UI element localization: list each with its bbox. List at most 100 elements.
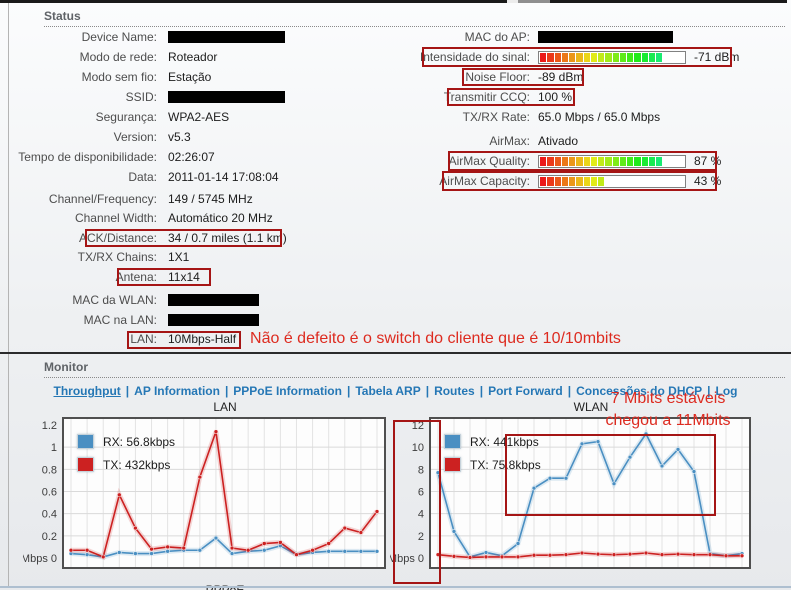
svg-text:2: 2 [418, 531, 424, 543]
window-top-strip-gray [518, 0, 550, 3]
tab-separator: | [707, 384, 711, 398]
field-label: Channel Width: [74, 211, 157, 226]
svg-text:1.2: 1.2 [42, 420, 57, 432]
field-value: WPA2-AES [168, 110, 230, 124]
tab-pppoe-information[interactable]: PPPoE Information [233, 384, 342, 398]
field-value: 34 / 0.7 miles (1.1 km) [168, 230, 287, 245]
redacted-value [168, 294, 259, 307]
field-label: Intensidade do sinal: [419, 50, 530, 64]
field-label: LAN: [130, 332, 157, 347]
legend-item-tx: TX: 432kbps [77, 453, 175, 476]
tab-separator: | [479, 384, 484, 398]
field-value: 11x14 [168, 269, 200, 284]
tab-dhcp-leases[interactable]: Concessões do DHCP [576, 384, 703, 398]
monitor-section-title: Monitor [44, 354, 785, 378]
lan-chart-plot: 1.2 1 0.8 0.6 0.4 0.2 Mbps 0 [21, 417, 386, 569]
rx-legend-swatch [77, 434, 94, 449]
field-value: 2011-01-14 17:08:04 [168, 170, 279, 184]
lan-chart-title: LAN [213, 400, 237, 414]
field-label: Antena: [115, 269, 157, 284]
row-mac-ap: MAC do AP: [340, 27, 791, 47]
field-value: -71 dBm [694, 50, 740, 64]
status-left-block3: MAC da WLAN: MAC na LAN: LAN: 10Mbps-Hal… [10, 291, 791, 350]
rx-legend-label: RX: 441kbps [470, 434, 539, 449]
field-label: Device Name: [81, 30, 157, 44]
svg-text:12: 12 [412, 420, 424, 432]
row-channel-frequency: Channel/Frequency: 149 / 5745 MHz [10, 189, 791, 209]
tx-legend-label: TX: 432kbps [103, 457, 171, 472]
row-ssid: SSID: [10, 87, 791, 107]
svg-text:0.6: 0.6 [42, 487, 57, 499]
field-label: Channel/Frequency: [48, 191, 157, 206]
field-label: AirMax Capacity: [439, 174, 530, 188]
status-left-block1: Device Name: Modo de rede: Roteador Modo… [10, 27, 791, 187]
tab-separator: | [224, 384, 229, 398]
status-left-block2: Channel/Frequency: 149 / 5745 MHz Channe… [10, 189, 791, 287]
row-wireless-mode: Modo sem fio: Estação [10, 67, 791, 87]
lan-note-text: Não é defeito é o switch do cliente que … [250, 330, 621, 348]
field-value: Estação [168, 70, 212, 84]
bottom-divider [0, 586, 791, 588]
field-label: ACK/Distance: [78, 230, 157, 245]
status-content: Device Name: Modo de rede: Roteador Modo… [10, 27, 791, 349]
tab-ap-information[interactable]: AP Information [134, 384, 220, 398]
tab-arp-table[interactable]: Tabela ARP [355, 384, 421, 398]
field-value: 43 % [694, 174, 722, 188]
row-mac-wlan: MAC da WLAN: [10, 291, 791, 311]
airmax-quality-meter [538, 154, 686, 168]
wlan-note-text: 7 Mbits estáveis chegou a 11Mbits [568, 388, 768, 432]
svg-text:Mbps 0: Mbps 0 [23, 553, 57, 565]
wlan-chart: WLAN 12 10 8 6 4 2 Mbps 0 RX: 441kbps TX: 75.8… [388, 400, 752, 573]
tab-routes[interactable]: Routes [434, 384, 475, 398]
window-top-strip-gap [507, 0, 518, 3]
row-signal-strength: Intensidade do sinal: -71 dBm [340, 47, 791, 67]
tab-log[interactable]: Log [715, 384, 738, 398]
field-label: TX/RX Rate: [462, 110, 530, 124]
lan-chart: LAN 1.2 1 0.8 0.6 0.4 0.2 Mbps 0 RX: 56.8kbps … [21, 400, 387, 573]
row-network-mode: Modo de rede: Roteador [10, 47, 791, 67]
row-airmax: AirMax: Ativado [340, 131, 791, 151]
tab-separator: | [425, 384, 430, 398]
wlan-note-line1: 7 Mbits estáveis [610, 390, 726, 407]
row-mac-lan: MAC na LAN: [10, 310, 791, 330]
svg-text:0.4: 0.4 [42, 509, 57, 521]
redacted-value [168, 313, 259, 326]
field-value: v5.3 [168, 130, 191, 144]
field-value: 1X1 [168, 250, 190, 265]
field-label: Modo sem fio: [81, 70, 157, 84]
field-label: MAC na LAN: [83, 312, 157, 327]
field-label: Noise Floor: [465, 70, 530, 84]
field-label: Segurança: [95, 110, 157, 124]
svg-text:10: 10 [412, 442, 424, 454]
wlan-note-line2: chegou a 11Mbits [605, 412, 731, 429]
row-uptime: Tempo de disponibilidade: 02:26:07 [10, 147, 791, 167]
wlan-chart-legend: RX: 441kbps TX: 75.8kbps [444, 430, 541, 476]
monitor-section: Monitor Throughput | AP Information | PPPoE … [0, 352, 791, 590]
legend-item-tx: TX: 75.8kbps [444, 453, 541, 476]
tab-throughput[interactable]: Throughput [53, 384, 121, 398]
svg-text:1: 1 [51, 442, 57, 454]
field-value: Roteador [168, 50, 218, 64]
status-right-column: MAC do AP: Intensidade do sinal: -71 dBm… [340, 27, 791, 191]
row-date: Data: 2011-01-14 17:08:04 [10, 167, 791, 187]
field-label: TX/RX Chains: [77, 250, 157, 265]
field-label: MAC da WLAN: [72, 293, 157, 308]
field-value: 10Mbps-Half [168, 332, 237, 347]
row-txrx-chains: TX/RX Chains: 1X1 [10, 248, 791, 268]
field-label: MAC do AP: [464, 30, 530, 44]
svg-text:4: 4 [418, 509, 424, 521]
row-lan-speed: LAN: 10Mbps-Half Não é defeito é o switc… [10, 330, 791, 350]
rx-legend-swatch [444, 434, 461, 449]
field-value: 87 % [694, 154, 722, 168]
wlan-chart-title: WLAN [573, 400, 609, 414]
field-value: Ativado [538, 134, 579, 148]
field-label: AirMax Quality: [448, 154, 530, 168]
svg-text:Mbps 0: Mbps 0 [390, 553, 424, 565]
tab-port-forward[interactable]: Port Forward [488, 384, 563, 398]
field-value: 100 % [538, 90, 573, 104]
field-label: Data: [128, 170, 157, 184]
svg-text:0.8: 0.8 [42, 464, 57, 476]
window-top-strip [0, 0, 507, 3]
field-label: Version: [113, 130, 157, 144]
svg-text:6: 6 [418, 487, 424, 499]
